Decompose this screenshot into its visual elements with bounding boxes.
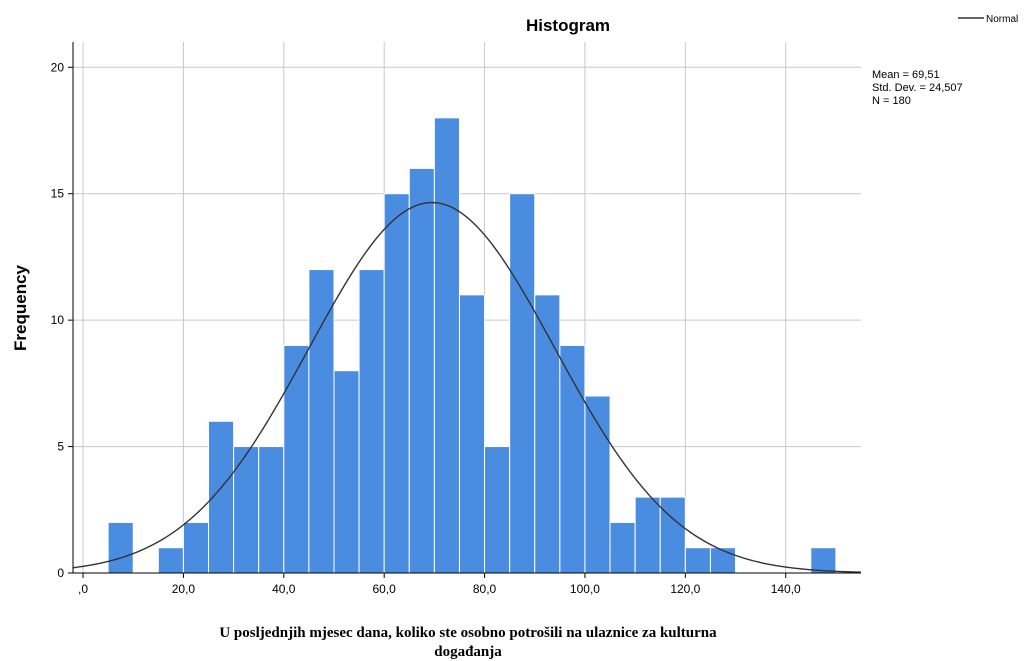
histogram-bar — [810, 547, 837, 574]
histogram-bar — [684, 547, 711, 574]
x-axis-label-line-1: U posljednjih mjesec dana, koliko ste os… — [219, 625, 717, 641]
stats-mean: Mean = 69,51 — [872, 69, 940, 81]
y-tick-label: 10 — [51, 313, 65, 327]
y-tick-label: 0 — [57, 566, 64, 580]
histogram-bar — [509, 193, 536, 574]
axes — [72, 42, 861, 574]
chart-title: Histogram — [526, 16, 610, 35]
x-tick-label: ,0 — [78, 582, 88, 596]
histogram-bar — [333, 370, 360, 574]
histogram-bar — [283, 344, 310, 574]
histogram-bar — [182, 521, 210, 574]
x-axis-ticks: ,0 20,0 40,0 60,0 80,0 100,0 120,0 140,0 — [78, 573, 801, 596]
histogram-bar — [484, 446, 511, 574]
y-tick-label: 5 — [57, 440, 64, 454]
y-axis-ticks: 0 5 10 15 20 — [51, 60, 73, 580]
x-tick-label: 120,0 — [670, 582, 700, 596]
stats-std-dev: Std. Dev. = 24,507 — [872, 82, 963, 94]
stats-n: N = 180 — [872, 95, 911, 107]
histogram-bar — [609, 521, 636, 574]
legend-normal-label: Normal — [986, 14, 1018, 25]
normal-curve — [72, 201, 862, 573]
histogram-bar — [534, 294, 561, 574]
x-axis-label-line-2: događanja — [434, 644, 502, 660]
histogram-bar — [157, 547, 184, 574]
histogram-bar — [634, 496, 661, 574]
histogram-bar — [233, 446, 260, 574]
histogram-bar — [358, 269, 385, 574]
y-tick-label: 20 — [51, 60, 65, 74]
histogram-bar — [559, 344, 586, 574]
histogram-bar — [383, 193, 410, 574]
x-tick-label: 40,0 — [272, 582, 296, 596]
histogram-bar — [408, 167, 435, 574]
histogram-bar — [258, 446, 285, 574]
histogram-bar — [659, 496, 686, 574]
x-tick-label: 80,0 — [473, 582, 497, 596]
histogram-bar — [458, 294, 486, 574]
x-tick-label: 60,0 — [373, 582, 397, 596]
legend: Normal — [958, 14, 1018, 25]
y-tick-label: 15 — [51, 187, 65, 201]
histogram-bar — [433, 117, 460, 574]
histogram-bar — [308, 269, 335, 574]
histogram-bar — [107, 521, 134, 574]
histogram-bars — [107, 117, 837, 574]
y-axis-label: Frequency — [11, 264, 30, 351]
x-tick-label: 140,0 — [771, 582, 801, 596]
x-tick-label: 100,0 — [570, 582, 600, 596]
x-tick-label: 20,0 — [172, 582, 196, 596]
stats-box: Mean = 69,51 Std. Dev. = 24,507 N = 180 — [872, 69, 963, 107]
histogram-bar — [709, 547, 737, 574]
plot-area: ,0 20,0 40,0 60,0 80,0 100,0 120,0 140,0 0 5 10 15… — [51, 42, 862, 596]
